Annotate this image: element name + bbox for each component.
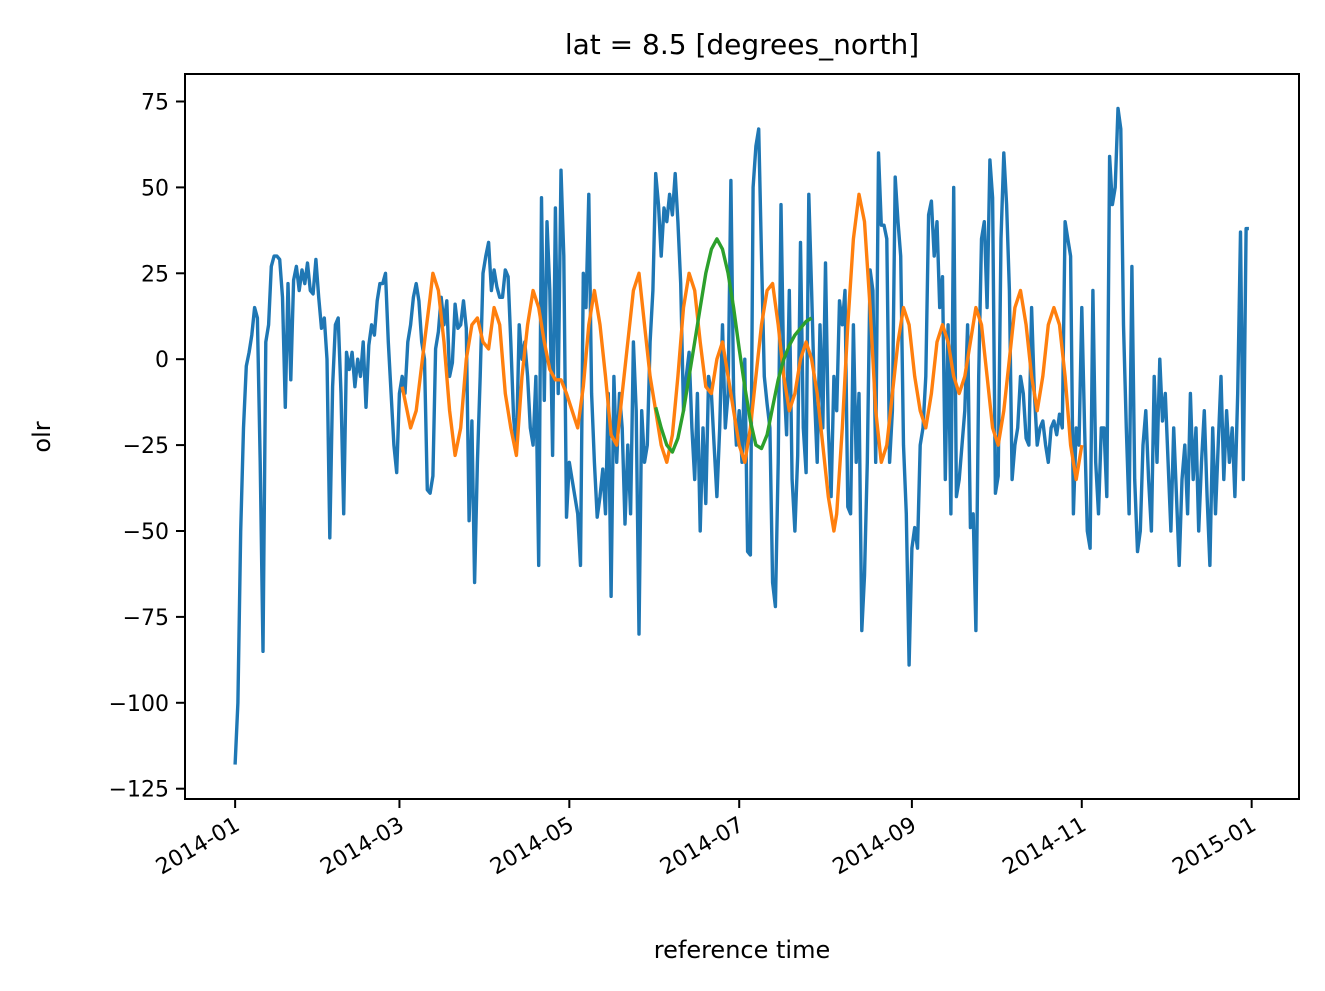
y-tick-label: −50 <box>123 520 169 545</box>
y-tick-label: −25 <box>123 434 169 459</box>
y-axis-label: olr <box>28 421 56 452</box>
plot-frame <box>184 73 1300 800</box>
y-tick-label: −75 <box>123 606 169 631</box>
chart-title: lat = 8.5 [degrees_north] <box>565 28 919 61</box>
y-tick-label: 25 <box>141 262 169 287</box>
series-line-2 <box>400 192 1084 533</box>
series-line-3 <box>654 237 813 454</box>
y-tick-label: −125 <box>109 778 169 803</box>
x-axis-label: reference time <box>654 936 830 964</box>
y-tick-label: −100 <box>109 692 169 717</box>
y-tick-label: 75 <box>141 90 169 115</box>
y-tick-label: 0 <box>155 348 169 373</box>
y-tick-label: 50 <box>141 176 169 201</box>
series-layer <box>233 106 1249 765</box>
